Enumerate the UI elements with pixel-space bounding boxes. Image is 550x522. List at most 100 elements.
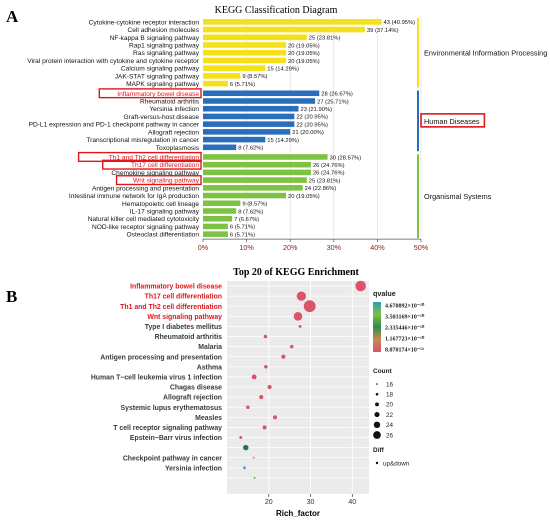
point — [243, 466, 246, 470]
bar — [203, 49, 287, 56]
legend-count-marker — [373, 421, 381, 428]
value-label: 9 (8.57%) — [242, 202, 267, 208]
value-label: 28 (26.67%) — [321, 92, 353, 98]
panel-a-category-labels: Cytokine-cytokine receptor interactionCe… — [27, 19, 200, 238]
x-tick-label: 20% — [283, 243, 298, 252]
value-label: 22 (20.95%) — [296, 122, 328, 128]
value-label: 43 (40.95%) — [384, 20, 416, 26]
value-label: 8 (7.62%) — [238, 209, 263, 215]
point — [355, 280, 366, 292]
category-label: Cell adhesion molecules — [128, 27, 200, 34]
x-tick-label: 0% — [198, 243, 209, 252]
category-label: Epstein−Barr virus infection — [130, 435, 222, 442]
category-label: Cytokine-cytokine receptor interaction — [89, 19, 200, 26]
point — [246, 405, 250, 409]
highlight-box — [98, 88, 202, 99]
value-label: 15 (14.29%) — [267, 138, 299, 144]
value-label: 20 (19.05%) — [288, 51, 320, 57]
value-label: 26 (24.76%) — [313, 163, 345, 169]
category-label: Inflammatory bowel disease — [117, 91, 199, 98]
category-label: Antigen processing and presentation — [92, 185, 199, 192]
panel-a-bars — [203, 19, 382, 237]
bar — [203, 169, 311, 176]
category-label: PD-L1 expression and PD-1 checkpoint pat… — [29, 122, 200, 129]
category-label: Graft-versus-host disease — [124, 114, 200, 121]
bar — [203, 57, 287, 64]
point — [263, 334, 268, 339]
bar — [203, 90, 320, 97]
x-tick-label: 50% — [414, 243, 429, 252]
group-label: Environmental Information Processing — [424, 49, 547, 58]
category-label: Natural killer cell mediated cytotoxicit… — [88, 216, 200, 223]
panel-b-points — [239, 280, 366, 480]
panel-b-category-labels: Inflammatory bowel disease Th17 cell diff… — [91, 284, 222, 473]
bar — [203, 215, 233, 222]
category-label: Th1 and Th2 cell differentiation — [120, 304, 222, 311]
bar — [203, 136, 266, 143]
value-label: 9 (8.57%) — [242, 74, 267, 80]
legend-count-label: 16 — [386, 381, 394, 388]
category-label: Rheumatoid arthritis — [155, 334, 223, 341]
legend-diff-marker — [375, 461, 379, 465]
bar — [203, 177, 307, 183]
legend-count-marker — [375, 392, 379, 396]
value-label: 25 (23.81%) — [309, 178, 341, 184]
legend-count-label: 18 — [386, 392, 394, 399]
point — [259, 395, 264, 400]
category-label: IL-17 signaling pathway — [130, 209, 200, 216]
category-label: Viral protein interaction with cytokine … — [27, 58, 200, 65]
point — [289, 344, 294, 349]
x-tick-label: 30% — [327, 243, 342, 252]
value-label: 6 (5.71%) — [230, 225, 255, 231]
bar — [203, 121, 295, 127]
value-label: 26 (24.76%) — [313, 171, 345, 177]
value-label: 20 (19.05%) — [288, 43, 320, 49]
value-label: 30 (28.57%) — [330, 155, 362, 161]
legend-count-label: 24 — [386, 422, 394, 429]
legend-qvalue-label: 4.670892×10⁻¹⁰ — [385, 302, 425, 309]
point — [251, 374, 257, 380]
value-label: 23 (21.90%) — [300, 107, 332, 113]
point — [298, 324, 302, 328]
bar — [203, 144, 237, 151]
point — [243, 444, 249, 451]
point — [264, 365, 268, 369]
panel-b-legend: qvalue 4.670892×10⁻¹⁰ 3.503169×10⁻¹⁰ 2.3354… — [373, 289, 425, 467]
category-label: Chemokine signaling pathway — [111, 170, 199, 177]
bar — [203, 231, 228, 237]
category-label: Allograft rejection — [163, 395, 222, 402]
panel-a-x-axis: 0% 10% 20% 30% 40% 50% — [198, 238, 429, 252]
legend-count-label: 26 — [386, 432, 394, 439]
bar — [203, 80, 228, 87]
x-tick-label: 30 — [307, 499, 315, 506]
value-label: 20 (19.05%) — [288, 59, 320, 65]
x-tick-label: 10% — [239, 243, 254, 252]
highlight-box — [115, 175, 202, 186]
legend-count-label: 22 — [386, 412, 394, 419]
panel-a-title: KEGG Classification Diagram — [215, 5, 338, 16]
bar — [203, 208, 237, 214]
panel-b-x-axis: 20 30 40 — [265, 494, 356, 506]
highlight-box — [77, 151, 202, 163]
legend-count-marker — [376, 383, 378, 385]
category-label: Rheumatoid arthritis — [140, 98, 200, 105]
bar — [203, 129, 291, 135]
bar — [203, 192, 287, 199]
point — [272, 415, 278, 420]
category-label: Chagas disease — [170, 385, 222, 392]
category-label: Th1 and Th2 cell differentiation — [109, 154, 200, 161]
panel-b-letter: B — [6, 287, 17, 306]
point — [253, 476, 256, 480]
panel-a-letter: A — [6, 7, 19, 26]
bar — [203, 113, 295, 120]
category-label: Toxoplasmosis — [156, 145, 200, 152]
category-label: Transcriptional misregulation in cancer — [86, 137, 199, 144]
x-tick-label: 40 — [348, 499, 356, 506]
value-label: 24 (22.86%) — [305, 186, 337, 192]
category-label: Type I diabetes mellitus — [145, 324, 222, 331]
category-label: Antigen processing and presentation — [100, 354, 222, 361]
bar — [203, 65, 266, 71]
value-label: 21 (20.00%) — [292, 130, 324, 136]
value-label: 7 (6.67%) — [234, 217, 259, 223]
x-tick-label: 20 — [265, 499, 273, 506]
